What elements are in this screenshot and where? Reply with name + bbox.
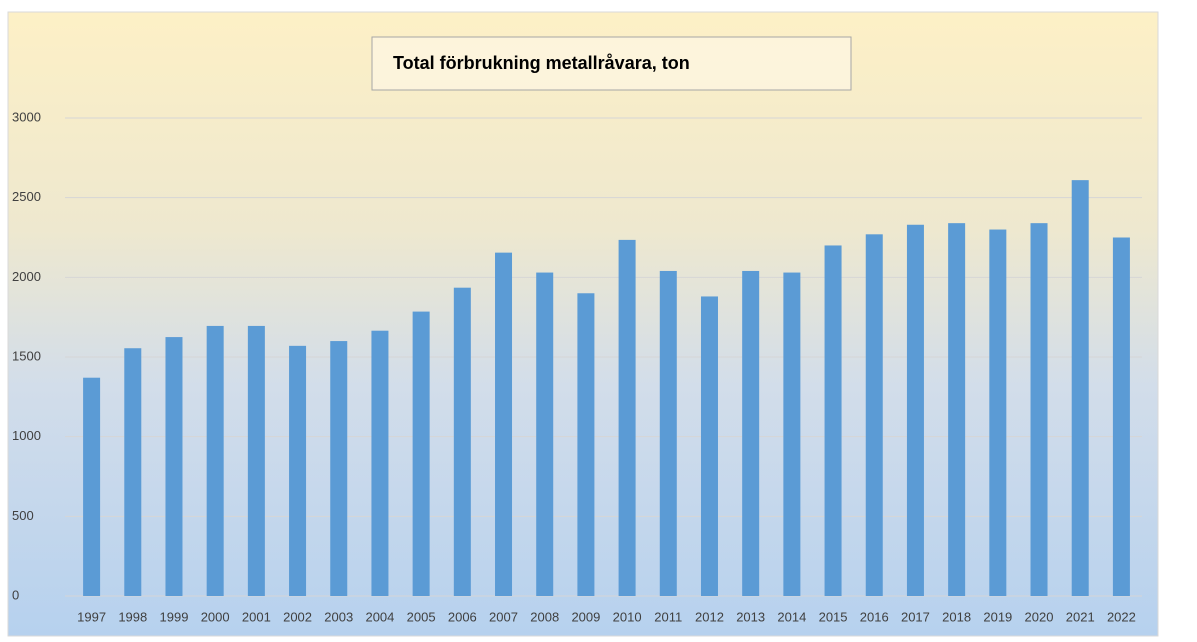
y-tick-label: 2000 xyxy=(12,269,41,284)
x-tick-label: 1998 xyxy=(118,609,147,624)
x-tick-label: 2013 xyxy=(736,609,765,624)
bar xyxy=(700,296,718,596)
x-tick-label: 2011 xyxy=(654,609,682,624)
x-tick-label: 2002 xyxy=(283,609,312,624)
bar xyxy=(83,377,101,596)
x-tick-label: 2017 xyxy=(901,609,930,624)
bar xyxy=(453,287,471,596)
bar xyxy=(1112,237,1130,596)
bar xyxy=(247,325,265,596)
x-tick-label: 2019 xyxy=(983,609,1012,624)
x-tick-label: 2000 xyxy=(201,609,230,624)
chart-title: Total förbrukning metallråvara, ton xyxy=(393,53,690,73)
bar xyxy=(742,270,760,596)
x-tick-label: 2015 xyxy=(819,609,848,624)
bar xyxy=(618,239,636,596)
y-tick-label: 500 xyxy=(12,508,34,523)
bar xyxy=(577,293,595,596)
x-tick-label: 2014 xyxy=(777,609,806,624)
x-tick-label: 2006 xyxy=(448,609,477,624)
y-tick-label: 1000 xyxy=(12,428,41,443)
x-tick-label: 2007 xyxy=(489,609,518,624)
bar xyxy=(495,252,513,597)
bar xyxy=(124,348,142,596)
bar xyxy=(906,224,924,596)
x-tick-label: 2003 xyxy=(324,609,353,624)
x-tick-label: 2001 xyxy=(242,609,271,624)
x-tick-label: 2022 xyxy=(1107,609,1136,624)
y-tick-label: 3000 xyxy=(12,109,41,124)
x-tick-label: 2005 xyxy=(407,609,436,624)
bar xyxy=(412,311,430,596)
x-tick-label: 1999 xyxy=(160,609,189,624)
bar xyxy=(330,341,348,596)
x-tick-label: 2009 xyxy=(571,609,600,624)
x-tick-label: 2010 xyxy=(613,609,642,624)
bar xyxy=(989,229,1007,597)
x-tick-label: 2021 xyxy=(1066,609,1095,624)
bar xyxy=(165,337,183,596)
bar xyxy=(536,272,554,596)
bar xyxy=(865,234,883,596)
y-tick-label: 2500 xyxy=(12,189,41,204)
bar xyxy=(659,270,677,596)
x-tick-label: 2020 xyxy=(1025,609,1054,624)
bar xyxy=(206,325,224,596)
title-box xyxy=(371,36,852,91)
x-tick-label: 2018 xyxy=(942,609,971,624)
bar xyxy=(824,245,842,596)
x-tick-label: 2016 xyxy=(860,609,889,624)
y-tick-label: 0 xyxy=(12,587,19,602)
bar xyxy=(1030,223,1048,596)
x-tick-label: 2008 xyxy=(530,609,559,624)
bar xyxy=(289,345,307,596)
bar xyxy=(371,330,389,596)
x-tick-label: 2004 xyxy=(365,609,394,624)
bar xyxy=(1071,180,1089,596)
y-tick-label: 1500 xyxy=(12,348,41,363)
bar xyxy=(948,223,966,596)
x-tick-label: 2012 xyxy=(695,609,724,624)
x-tick-label: 1997 xyxy=(77,609,106,624)
bar xyxy=(783,272,801,596)
